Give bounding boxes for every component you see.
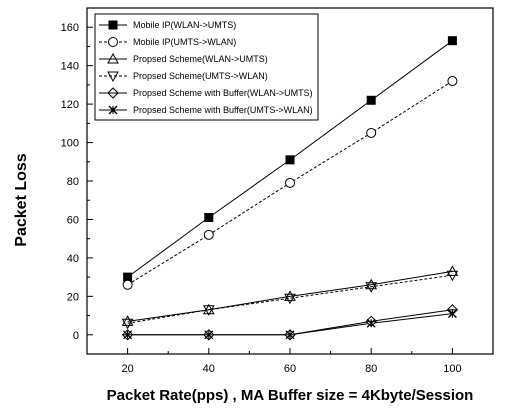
y-axis-title: Packet Loss bbox=[13, 153, 30, 246]
legend-marker-1 bbox=[108, 37, 118, 47]
axis-ticks: 20 40 60 80 100 0 20 40 60 80 100 120 140 160 bbox=[61, 22, 462, 375]
series-line-3 bbox=[127, 274, 453, 324]
legend-label-5: Propsed Scheme with Buffer(UMTS->WLAN) bbox=[133, 105, 313, 115]
series-0-point bbox=[366, 95, 376, 105]
y-tick-label: 120 bbox=[61, 99, 79, 111]
series-3-point bbox=[202, 305, 215, 316]
series-1-point bbox=[285, 177, 295, 188]
series-1-point bbox=[122, 279, 133, 290]
series-5-point bbox=[447, 309, 457, 319]
y-tick-label: 160 bbox=[61, 22, 79, 34]
series-2-point bbox=[365, 278, 378, 290]
legend-marker-5 bbox=[108, 105, 118, 115]
series-1-point bbox=[447, 76, 458, 87]
series-5-point bbox=[285, 330, 295, 340]
y-tick-label: 140 bbox=[61, 61, 79, 73]
series-5-point bbox=[204, 330, 214, 340]
legend-marker-3 bbox=[107, 71, 119, 83]
legend: Mobile IP(WLAN->UMTS) Mobile IP(UMTS->WLA… bbox=[94, 13, 319, 121]
series-2-point bbox=[284, 290, 296, 301]
x-tick-label: 40 bbox=[203, 363, 215, 375]
series-0-point bbox=[204, 213, 214, 223]
series-2-point bbox=[121, 315, 134, 326]
series-0-point bbox=[285, 155, 295, 165]
legend-marker-2 bbox=[107, 52, 119, 64]
series-line-2 bbox=[127, 270, 453, 322]
legend-label-0: Mobile IP(WLAN->UMTS) bbox=[133, 20, 236, 30]
series-3-point bbox=[284, 293, 296, 305]
y-tick-label: 40 bbox=[67, 253, 79, 265]
legend-label-2: Propsed Scheme(WLAN->UMTS) bbox=[133, 54, 268, 64]
y-tick-label: 60 bbox=[67, 214, 79, 226]
y-tick-label: 80 bbox=[67, 176, 79, 188]
series-3-point bbox=[365, 282, 378, 293]
series-5-point bbox=[123, 330, 133, 340]
series-5-point bbox=[366, 318, 376, 328]
legend-box bbox=[94, 13, 319, 121]
series-1-point bbox=[203, 229, 214, 240]
series-3-point bbox=[121, 318, 134, 330]
x-axis-title: Packet Rate(pps) , MA Buffer size = 4Kby… bbox=[107, 387, 474, 404]
series-0-point bbox=[447, 36, 457, 46]
y-tick-label: 0 bbox=[73, 330, 79, 342]
legend-label-3: Propsed Scheme(UMTS->WLAN) bbox=[133, 71, 268, 81]
legend-marker-0 bbox=[108, 20, 118, 30]
series-1-point bbox=[366, 127, 377, 138]
x-tick-label: 80 bbox=[365, 363, 377, 375]
series-3-point bbox=[446, 270, 459, 282]
legend-label-4: Propsed Scheme with Buffer(WLAN->UMTS) bbox=[133, 88, 313, 98]
series-markers bbox=[121, 36, 459, 341]
x-tick-label: 60 bbox=[284, 363, 296, 375]
x-tick-label: 20 bbox=[121, 363, 133, 375]
legend-label-1: Mobile IP(UMTS->WLAN) bbox=[133, 37, 236, 47]
y-tick-label: 100 bbox=[61, 138, 79, 150]
x-tick-label: 100 bbox=[443, 363, 461, 375]
y-tick-label: 20 bbox=[67, 291, 79, 303]
